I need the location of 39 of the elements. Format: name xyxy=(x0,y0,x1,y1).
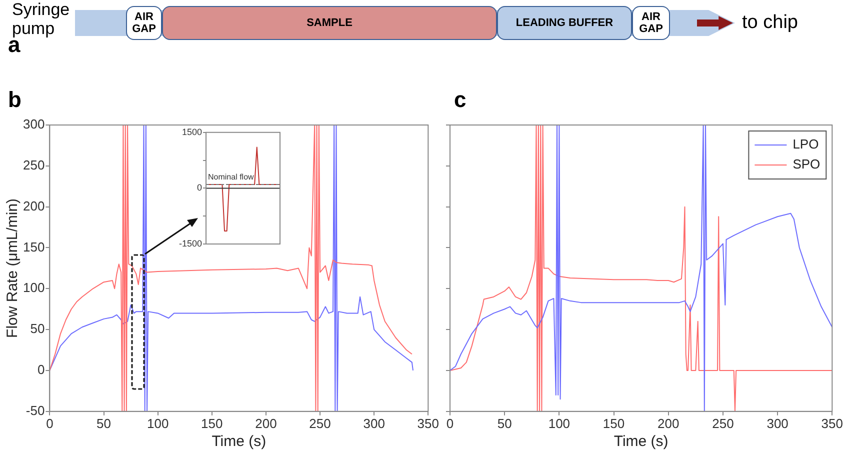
ref-line-label: Nominal flow xyxy=(208,172,254,182)
x-tick-label: 150 xyxy=(201,416,223,431)
x-tick-label: 300 xyxy=(363,416,385,431)
y-axis-title: Flow Rate (μmL/min) xyxy=(4,198,22,338)
y-tick-label: 200 xyxy=(22,198,45,214)
x-axis-title: Time (s) xyxy=(614,433,668,450)
x-axis-title: Time (s) xyxy=(212,433,266,450)
x-tick-label: 100 xyxy=(146,416,169,431)
y-tick-label: 50 xyxy=(30,321,45,336)
text: to chip xyxy=(742,12,798,34)
y-tick-label: -1500 xyxy=(178,238,202,248)
chart-title: c xyxy=(454,87,466,113)
y-tick-label: 1500 xyxy=(182,126,202,137)
x-tick-label: 350 xyxy=(417,416,440,431)
y-tick-label: 250 xyxy=(22,157,45,172)
x-tick-label: 250 xyxy=(712,416,734,431)
x-tick-label: 150 xyxy=(602,416,625,431)
x-tick-label: 250 xyxy=(309,416,331,431)
chart-title: b xyxy=(8,87,22,113)
y-tick-label: -50 xyxy=(26,402,45,418)
x-tick-label: 50 xyxy=(96,416,111,431)
x-tick-label: 200 xyxy=(255,416,277,431)
capsule: AIR GAP xyxy=(126,6,162,40)
capsule: AIR GAP xyxy=(632,6,670,40)
x-tick-label: 300 xyxy=(766,416,788,431)
x-tick-label: 50 xyxy=(497,416,512,431)
legend-label: SPO xyxy=(792,156,820,172)
y-tick-label: 150 xyxy=(22,239,45,254)
x-tick-label: 350 xyxy=(821,416,844,431)
capsule: SAMPLE xyxy=(162,6,497,40)
x-tick-label: 0 xyxy=(446,416,454,431)
y-tick-label: 100 xyxy=(22,280,45,296)
capsule: LEADING BUFFER xyxy=(497,6,632,40)
y-tick-label: 0 xyxy=(197,182,202,193)
y-tick-label: 300 xyxy=(22,116,45,132)
x-tick-label: 200 xyxy=(658,416,680,431)
x-tick-label: 100 xyxy=(548,416,570,431)
legend-label: LPO xyxy=(792,136,819,152)
y-tick-label: 0 xyxy=(37,362,45,378)
